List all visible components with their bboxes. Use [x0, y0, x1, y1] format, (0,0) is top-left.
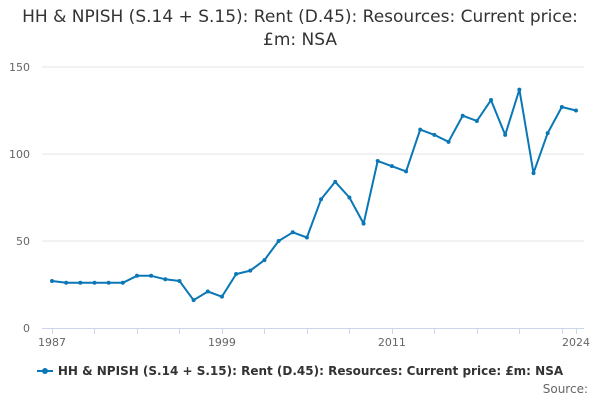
legend-label: HH & NPISH (S.14 + S.15): Rent (D.45): R…: [57, 364, 564, 378]
data-point[interactable]: [460, 113, 465, 118]
data-point[interactable]: [134, 273, 139, 278]
y-tick-label: 100: [9, 148, 30, 161]
data-point[interactable]: [503, 132, 508, 137]
series-layer: [50, 87, 578, 303]
data-point[interactable]: [375, 158, 380, 163]
x-tick-label: 1987: [38, 336, 66, 349]
data-point[interactable]: [319, 197, 324, 202]
data-point[interactable]: [389, 164, 394, 169]
data-point[interactable]: [432, 132, 437, 137]
y-tick-label: 0: [23, 322, 30, 335]
x-tick-label: 2024: [562, 336, 590, 349]
data-point[interactable]: [92, 280, 97, 285]
chart-title: HH & NPISH (S.14 + S.15): Rent (D.45): R…: [22, 7, 578, 50]
y-tick-label: 150: [9, 61, 30, 74]
data-point[interactable]: [333, 179, 338, 184]
data-point[interactable]: [304, 235, 309, 240]
data-point[interactable]: [262, 258, 267, 263]
data-point[interactable]: [489, 98, 494, 103]
data-point[interactable]: [106, 280, 111, 285]
data-point[interactable]: [177, 279, 182, 284]
data-point[interactable]: [205, 289, 210, 294]
gridlines: [42, 66, 584, 242]
y-axis-ticks: 0 50 100 150: [9, 61, 30, 335]
data-point[interactable]: [545, 131, 550, 136]
x-axis-ticks: 1987 1999 2011 2024: [38, 336, 590, 349]
x-tick-label: 1999: [208, 336, 236, 349]
data-point[interactable]: [517, 87, 522, 92]
data-point[interactable]: [276, 239, 281, 243]
data-point[interactable]: [219, 294, 224, 299]
data-point[interactable]: [248, 268, 253, 273]
data-point[interactable]: [404, 169, 409, 174]
data-point[interactable]: [234, 272, 239, 277]
data-point[interactable]: [50, 279, 54, 284]
data-point[interactable]: [64, 280, 69, 285]
data-point[interactable]: [120, 280, 125, 285]
data-point[interactable]: [446, 139, 451, 144]
data-point[interactable]: [347, 195, 352, 200]
data-point[interactable]: [163, 277, 168, 282]
data-point[interactable]: [574, 108, 578, 113]
x-axis: [42, 328, 584, 334]
data-point[interactable]: [559, 105, 564, 110]
data-point[interactable]: [474, 118, 479, 123]
data-point[interactable]: [290, 230, 295, 235]
data-point[interactable]: [149, 273, 154, 278]
data-point[interactable]: [191, 298, 196, 303]
legend[interactable]: HH & NPISH (S.14 + S.15): Rent (D.45): R…: [0, 364, 600, 378]
x-tick-label: 2011: [378, 336, 406, 349]
data-point[interactable]: [78, 280, 83, 285]
data-point[interactable]: [531, 171, 536, 176]
data-point[interactable]: [418, 127, 423, 132]
series-line[interactable]: [51, 88, 577, 302]
data-point[interactable]: [361, 221, 366, 226]
y-tick-label: 50: [16, 235, 30, 248]
source-label: Source:: [542, 382, 588, 396]
legend-line-marker-icon: [36, 367, 53, 374]
